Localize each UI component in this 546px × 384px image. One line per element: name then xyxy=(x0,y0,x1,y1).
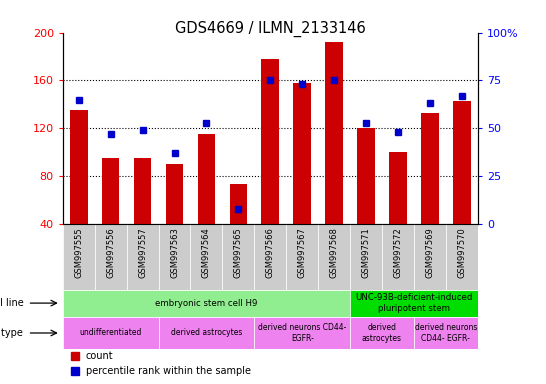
Bar xyxy=(127,224,158,290)
Bar xyxy=(350,224,382,290)
Text: GSM997557: GSM997557 xyxy=(138,227,147,278)
Bar xyxy=(414,316,478,349)
Bar xyxy=(222,224,254,290)
Bar xyxy=(357,128,375,224)
Bar xyxy=(63,316,158,349)
Bar xyxy=(166,164,183,224)
Text: derived astrocytes: derived astrocytes xyxy=(171,328,242,338)
Bar xyxy=(229,184,247,224)
Text: GSM997572: GSM997572 xyxy=(394,227,402,278)
Text: GSM997567: GSM997567 xyxy=(298,227,307,278)
Text: GSM997564: GSM997564 xyxy=(202,227,211,278)
Bar xyxy=(262,59,279,224)
Text: GDS4669 / ILMN_2133146: GDS4669 / ILMN_2133146 xyxy=(175,21,366,37)
Bar xyxy=(389,152,407,224)
Bar xyxy=(382,224,414,290)
Text: GSM997571: GSM997571 xyxy=(361,227,371,278)
Text: GSM997565: GSM997565 xyxy=(234,227,243,278)
Bar xyxy=(198,134,215,224)
Text: derived neurons CD44-
EGFR-: derived neurons CD44- EGFR- xyxy=(258,323,346,343)
Bar xyxy=(134,158,151,224)
Text: GSM997556: GSM997556 xyxy=(106,227,115,278)
Bar xyxy=(286,224,318,290)
Bar xyxy=(70,110,87,224)
Text: derived neurons
CD44- EGFR-: derived neurons CD44- EGFR- xyxy=(414,323,477,343)
Text: cell line: cell line xyxy=(0,298,23,308)
Bar xyxy=(63,224,94,290)
Text: embryonic stem cell H9: embryonic stem cell H9 xyxy=(155,299,258,308)
Text: percentile rank within the sample: percentile rank within the sample xyxy=(86,366,251,376)
Text: GSM997569: GSM997569 xyxy=(425,227,435,278)
Bar xyxy=(254,316,350,349)
Text: UNC-93B-deficient-induced
pluripotent stem: UNC-93B-deficient-induced pluripotent st… xyxy=(355,293,473,313)
Text: undifferentiated: undifferentiated xyxy=(80,328,142,338)
Bar xyxy=(325,42,343,224)
Text: GSM997570: GSM997570 xyxy=(458,227,466,278)
Text: count: count xyxy=(86,351,113,361)
Text: GSM997566: GSM997566 xyxy=(266,227,275,278)
Bar xyxy=(414,224,446,290)
Bar xyxy=(191,224,222,290)
Bar xyxy=(63,290,350,316)
Bar xyxy=(421,113,438,224)
Bar xyxy=(318,224,350,290)
Text: GSM997568: GSM997568 xyxy=(330,227,339,278)
Bar xyxy=(254,224,286,290)
Text: cell type: cell type xyxy=(0,328,23,338)
Bar xyxy=(94,224,127,290)
Bar xyxy=(293,83,311,224)
Text: derived
astrocytes: derived astrocytes xyxy=(362,323,402,343)
Text: GSM997563: GSM997563 xyxy=(170,227,179,278)
Bar xyxy=(158,224,191,290)
Bar xyxy=(102,158,120,224)
Bar xyxy=(453,101,471,224)
Bar xyxy=(350,316,414,349)
Bar xyxy=(158,316,254,349)
Text: GSM997555: GSM997555 xyxy=(74,227,83,278)
Bar xyxy=(350,290,478,316)
Bar xyxy=(446,224,478,290)
